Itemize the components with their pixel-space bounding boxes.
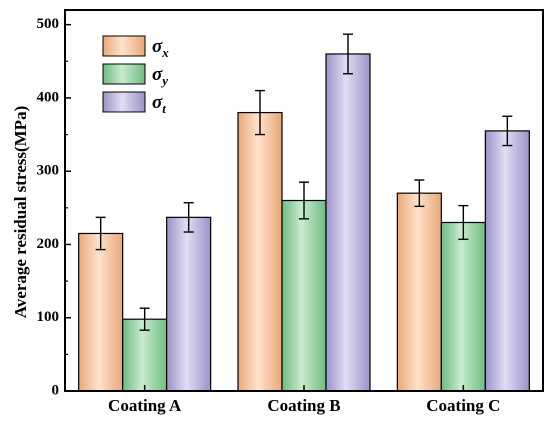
legend-swatch <box>102 91 146 113</box>
y-tick-label: 100 <box>37 309 60 325</box>
y-tick-label: 400 <box>37 89 60 105</box>
y-tick-label: 200 <box>37 236 60 252</box>
bar <box>78 232 124 392</box>
bar <box>484 130 530 392</box>
bars <box>78 33 530 392</box>
y-tick-label: 500 <box>37 16 60 32</box>
legend-swatch <box>102 63 146 85</box>
bar <box>440 221 486 392</box>
legend-label: σt <box>152 92 166 116</box>
bar <box>237 111 283 392</box>
legend-label: σy <box>152 64 168 88</box>
x-tick-label: Coating C <box>426 396 500 415</box>
y-axis: 0 100 200 300 400 500 <box>37 16 71 398</box>
bar <box>396 192 442 392</box>
plot-frame <box>64 9 544 392</box>
legend-label: σx <box>152 36 169 60</box>
x-tick-label: Coating B <box>267 396 340 415</box>
legend: σx σy σt <box>102 35 169 116</box>
bar <box>325 53 371 392</box>
x-axis: Coating A Coating B Coating C <box>108 385 500 415</box>
bar <box>122 318 168 392</box>
bar <box>281 199 327 392</box>
x-tick-label: Coating A <box>108 396 182 415</box>
legend-swatch <box>102 35 146 57</box>
y-axis-title: Average residual stress(MPa) <box>11 106 30 318</box>
y-tick-label: 300 <box>37 163 60 179</box>
y-tick-label: 0 <box>52 382 60 398</box>
bar <box>166 216 212 392</box>
